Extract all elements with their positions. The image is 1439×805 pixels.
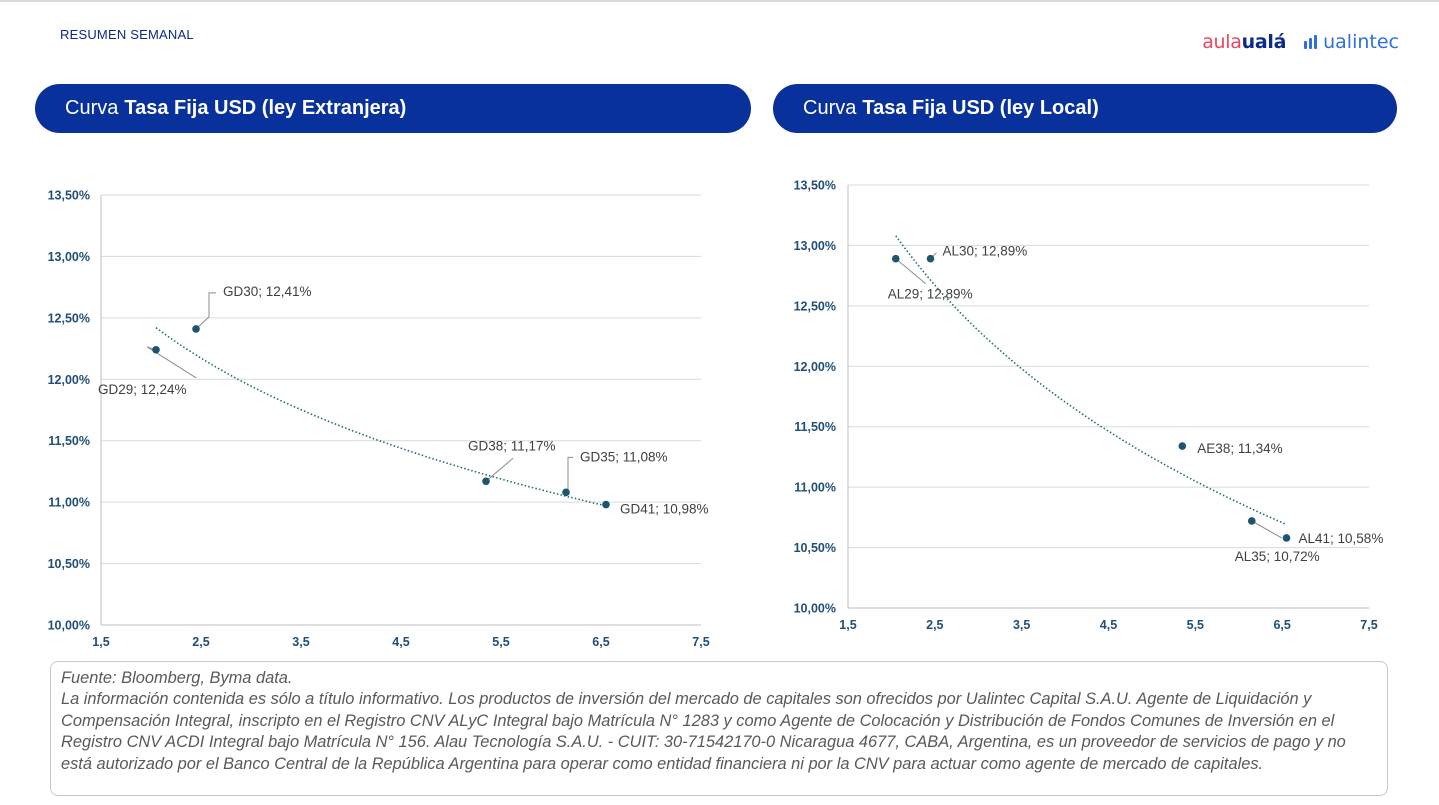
trendline [895, 235, 1287, 526]
y-tick-label: 12,00% [48, 373, 90, 387]
y-tick-label: 13,50% [48, 189, 90, 203]
y-tick-label: 10,50% [48, 557, 90, 571]
y-tick-label: 11,00% [794, 481, 836, 495]
y-tick-label: 12,50% [48, 311, 90, 325]
data-label-leader [146, 346, 197, 379]
x-tick-label: 7,5 [1360, 618, 1377, 632]
section-label: RESUMEN SEMANAL [60, 27, 194, 42]
x-tick-label: 6,5 [592, 635, 609, 649]
x-tick-label: 2,5 [926, 618, 943, 632]
y-tick-label: 13,50% [794, 179, 836, 193]
data-label: GD41; 10,98% [620, 502, 709, 517]
ualintec-logo: ualintec [1304, 31, 1399, 53]
data-label-leader [565, 456, 573, 493]
data-label-leader [195, 292, 216, 330]
trendline [155, 327, 607, 507]
data-point-al35 [1247, 517, 1256, 525]
data-label-leader [485, 457, 514, 482]
data-point-gd38 [482, 477, 490, 486]
data-point-al29 [891, 254, 900, 263]
data-label-leader [895, 258, 927, 285]
y-tick-label: 10,00% [48, 619, 90, 633]
x-tick-label: 1,5 [839, 618, 856, 632]
y-tick-label: 10,00% [794, 602, 836, 616]
data-point-ae38 [1178, 442, 1187, 450]
y-tick-label: 13,00% [794, 239, 836, 253]
x-tick-label: 6,5 [1273, 618, 1290, 632]
y-tick-label: 13,00% [48, 250, 90, 264]
x-tick-label: 4,5 [1100, 618, 1117, 632]
data-label: AL29; 12,89% [888, 287, 973, 302]
data-label-leader [930, 252, 937, 260]
y-tick-label: 11,50% [48, 434, 90, 448]
x-tick-label: 4,5 [392, 635, 409, 649]
x-tick-label: 5,5 [492, 635, 509, 649]
data-point-al41 [1282, 534, 1291, 542]
x-tick-label: 5,5 [1187, 618, 1204, 632]
y-tick-label: 11,00% [48, 496, 90, 510]
data-label: AL41; 10,58% [1299, 531, 1384, 546]
data-point-gd30 [192, 325, 200, 333]
x-tick-label: 1,5 [92, 635, 109, 649]
data-label: GD38; 11,17% [468, 438, 556, 453]
y-tick-label: 11,50% [794, 420, 836, 434]
aula-uala-logo: aulaualá [1202, 31, 1287, 53]
data-label: AL35; 10,72% [1235, 549, 1320, 564]
footer-disclaimer-box: Fuente: Bloomberg, Byma data. La informa… [50, 661, 1388, 796]
data-label: GD29; 12,24% [98, 382, 187, 397]
bars-icon [1304, 35, 1318, 49]
y-tick-label: 12,50% [794, 299, 836, 313]
brand-logos: aulaualá ualintec [1202, 31, 1399, 53]
x-tick-label: 3,5 [1013, 618, 1030, 632]
x-tick-label: 3,5 [292, 635, 309, 649]
x-tick-label: 2,5 [192, 635, 209, 649]
data-point-al30 [926, 254, 935, 263]
x-tick-label: 7,5 [692, 635, 709, 649]
data-label-leader [1251, 520, 1283, 539]
top-divider [0, 0, 1439, 2]
data-point-gd29 [152, 346, 160, 354]
footer-source: Fuente: Bloomberg, Byma data. [61, 669, 293, 687]
data-label: GD30; 12,41% [223, 284, 312, 299]
data-label: GD35; 11,08% [580, 449, 668, 464]
data-label: AL30; 12,89% [942, 244, 1027, 259]
chart-title-foreign-law: Curva Tasa Fija USD (ley Extranjera) [35, 84, 751, 133]
y-tick-label: 12,00% [794, 360, 836, 374]
data-point-gd41 [602, 500, 610, 509]
y-tick-label: 10,50% [794, 541, 836, 555]
data-label: AE38; 11,34% [1197, 441, 1282, 456]
data-point-gd35 [562, 488, 570, 497]
chart-title-local-law: Curva Tasa Fija USD (ley Local) [773, 84, 1397, 133]
footer-disclaimer: La información contenida es sólo a títul… [61, 690, 1346, 773]
